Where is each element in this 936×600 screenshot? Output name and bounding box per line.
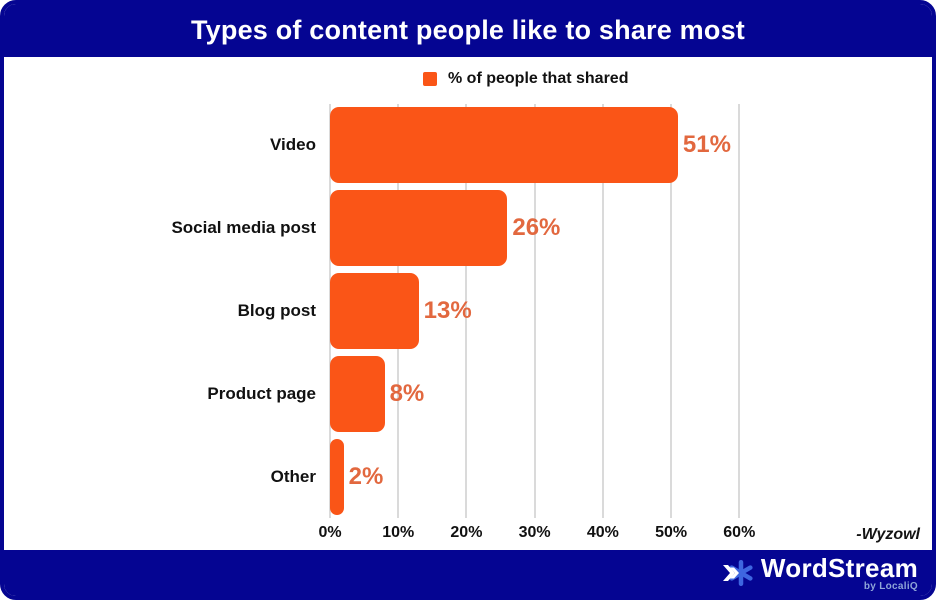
- bar-row: 26%: [330, 187, 785, 270]
- category-label: Blog post: [237, 300, 316, 320]
- plot: 51% 26% 13% 8% 2%: [329, 104, 785, 518]
- legend-label: % of people that shared: [448, 70, 629, 87]
- brand-name: WordStream: [760, 552, 918, 583]
- x-tick-label: 10%: [382, 524, 415, 541]
- bar-row: 13%: [330, 270, 785, 353]
- bar-row: 8%: [330, 352, 785, 435]
- value-label: 26%: [512, 214, 561, 242]
- x-tick-label: 20%: [450, 524, 483, 541]
- bar-row: 51%: [330, 104, 785, 187]
- legend-swatch-icon: [423, 72, 437, 86]
- legend: % of people that shared: [423, 70, 628, 88]
- category-labels: Video Social media post Blog post Product p…: [4, 104, 316, 518]
- x-axis: 0% 10% 20% 30% 40% 50% 60%: [318, 524, 785, 550]
- value-label: 13%: [423, 296, 472, 324]
- chart-title: Types of content people like to share mo…: [190, 15, 745, 45]
- bar: [330, 190, 508, 267]
- title-bar: Types of content people like to share mo…: [4, 4, 932, 57]
- source-attribution: -Wyzowl: [856, 526, 920, 543]
- category-label: Other: [270, 466, 316, 486]
- bar-row: 2%: [330, 435, 785, 518]
- value-label: 8%: [389, 379, 425, 407]
- x-tick-label: 0%: [318, 524, 342, 541]
- gridline: [670, 104, 673, 518]
- category-label: Video: [270, 135, 316, 155]
- category-label: Social media post: [171, 218, 316, 238]
- logo-text: WordStream by LocaliQ: [761, 555, 918, 592]
- x-tick-label: 30%: [518, 524, 551, 541]
- x-tick-label: 50%: [655, 524, 688, 541]
- footer-bar: WordStream by LocaliQ: [4, 550, 932, 596]
- bar: [330, 355, 385, 432]
- brand-subtitle: by LocaliQ: [863, 580, 918, 592]
- value-label: 51%: [682, 131, 731, 159]
- gridline: [465, 104, 468, 518]
- x-tick-label: 60%: [723, 524, 756, 541]
- value-label: 2%: [348, 462, 384, 490]
- gridline: [738, 104, 741, 518]
- bar-chart: Video Social media post Blog post Product p…: [4, 104, 932, 541]
- x-tick-label: 40%: [586, 524, 619, 541]
- gridline: [533, 104, 536, 518]
- bar: [330, 107, 678, 184]
- bars-layer: 51% 26% 13% 8% 2%: [330, 104, 785, 518]
- wordstream-asterisk-icon: [722, 560, 753, 586]
- gridline: [601, 104, 604, 518]
- category-label: Product page: [207, 383, 316, 403]
- bar: [330, 272, 419, 349]
- bar: [330, 438, 344, 515]
- wordstream-logo: WordStream by LocaliQ: [721, 555, 918, 592]
